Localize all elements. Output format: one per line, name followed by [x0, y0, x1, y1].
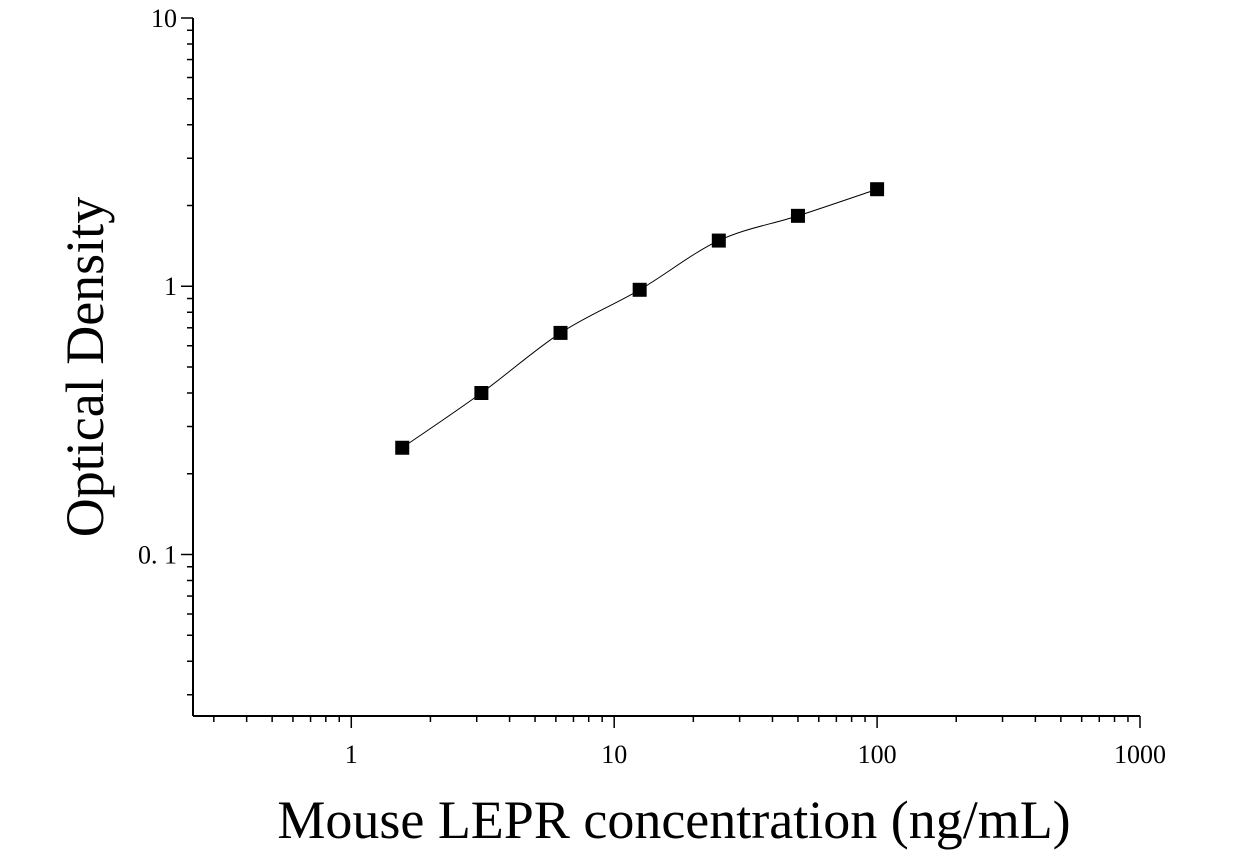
data-point-marker: [632, 282, 647, 297]
x-axis-title: Mouse LEPR concentration (ng/mL): [277, 790, 1070, 850]
y-axis-title: Optical Density: [55, 197, 115, 537]
y-axis-tick-labels: 0. 1 1 10: [138, 4, 177, 569]
data-points: [395, 182, 885, 455]
data-point-marker: [711, 233, 726, 248]
data-point-marker: [553, 325, 568, 340]
x-axis-tick-labels: 1 10 100 1000: [345, 740, 1166, 769]
data-point-marker: [870, 182, 885, 197]
y-axis-ticks: [181, 17, 193, 696]
y-tick-label: 1: [164, 272, 177, 301]
x-tick-label: 1: [345, 740, 358, 769]
x-axis-ticks: [213, 716, 1141, 728]
x-tick-label: 10: [601, 740, 627, 769]
fit-curve-line: [401, 188, 878, 449]
data-point-marker: [474, 385, 489, 400]
data-point-marker: [790, 208, 805, 223]
y-tick-label: 0. 1: [138, 540, 177, 569]
x-tick-label: 1000: [1114, 740, 1166, 769]
x-tick-label: 100: [858, 740, 897, 769]
axes: 1 10 100 1000 0. 1 1 10: [138, 4, 1166, 769]
data-point-marker: [395, 440, 410, 455]
y-tick-label: 10: [151, 4, 177, 33]
plot-area: [395, 182, 885, 455]
